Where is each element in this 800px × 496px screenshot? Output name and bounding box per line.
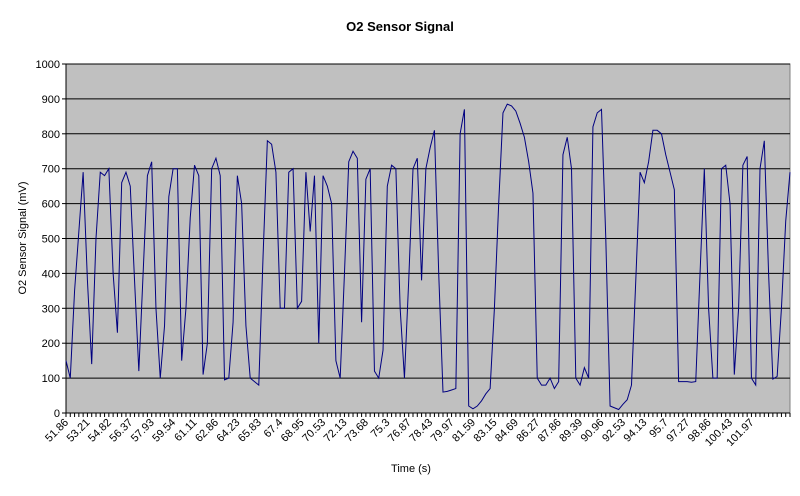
- x-axis-label: Time (s): [391, 463, 431, 475]
- y-tick-label: 0: [54, 408, 60, 420]
- y-tick-label: 100: [42, 373, 60, 385]
- y-tick-label: 1000: [36, 59, 60, 71]
- data-line: [65, 103, 791, 411]
- y-tick-label: 900: [42, 94, 60, 106]
- y-tick-label: 600: [42, 199, 60, 211]
- y-tick-label: 300: [42, 303, 60, 315]
- y-tick-label: 400: [42, 268, 60, 280]
- chart-title: O2 Sensor Signal: [346, 19, 454, 34]
- y-tick-label: 200: [42, 338, 60, 350]
- y-tick-label: 700: [42, 164, 60, 176]
- y-axis-label: O2 Sensor Signal (mV): [17, 181, 29, 294]
- y-tick-label: 500: [42, 234, 60, 246]
- y-tick-label: 800: [42, 129, 60, 141]
